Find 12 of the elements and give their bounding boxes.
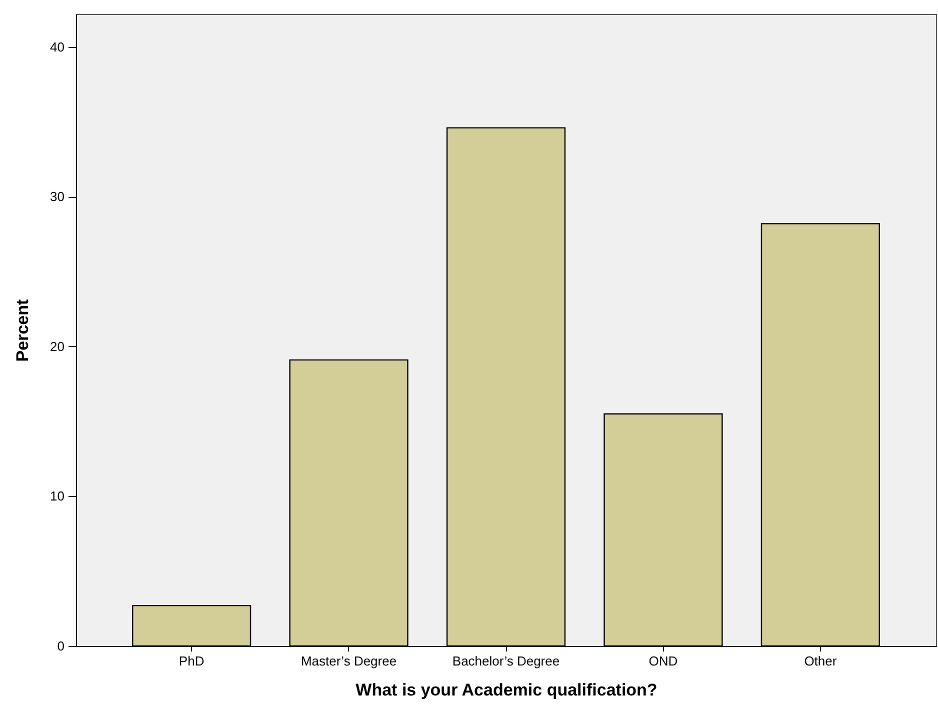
y-tick-label: 10 xyxy=(50,488,64,504)
x-tick-label: Master’s Degree xyxy=(300,654,397,668)
x-axis-title: What is your Academic qualification? xyxy=(356,680,658,700)
y-tick-label: 20 xyxy=(50,338,64,354)
y-axis-title: Percent xyxy=(13,298,32,362)
x-tick-label: Other xyxy=(804,654,838,668)
x-tick-label: Bachelor’s Degree xyxy=(452,654,560,668)
y-tick-label: 0 xyxy=(57,638,64,654)
y-tick-label: 40 xyxy=(50,39,64,54)
x-tick-label: OND xyxy=(648,654,678,668)
y-tick-label: 30 xyxy=(50,189,64,204)
x-tick-label: PhD xyxy=(178,654,204,668)
